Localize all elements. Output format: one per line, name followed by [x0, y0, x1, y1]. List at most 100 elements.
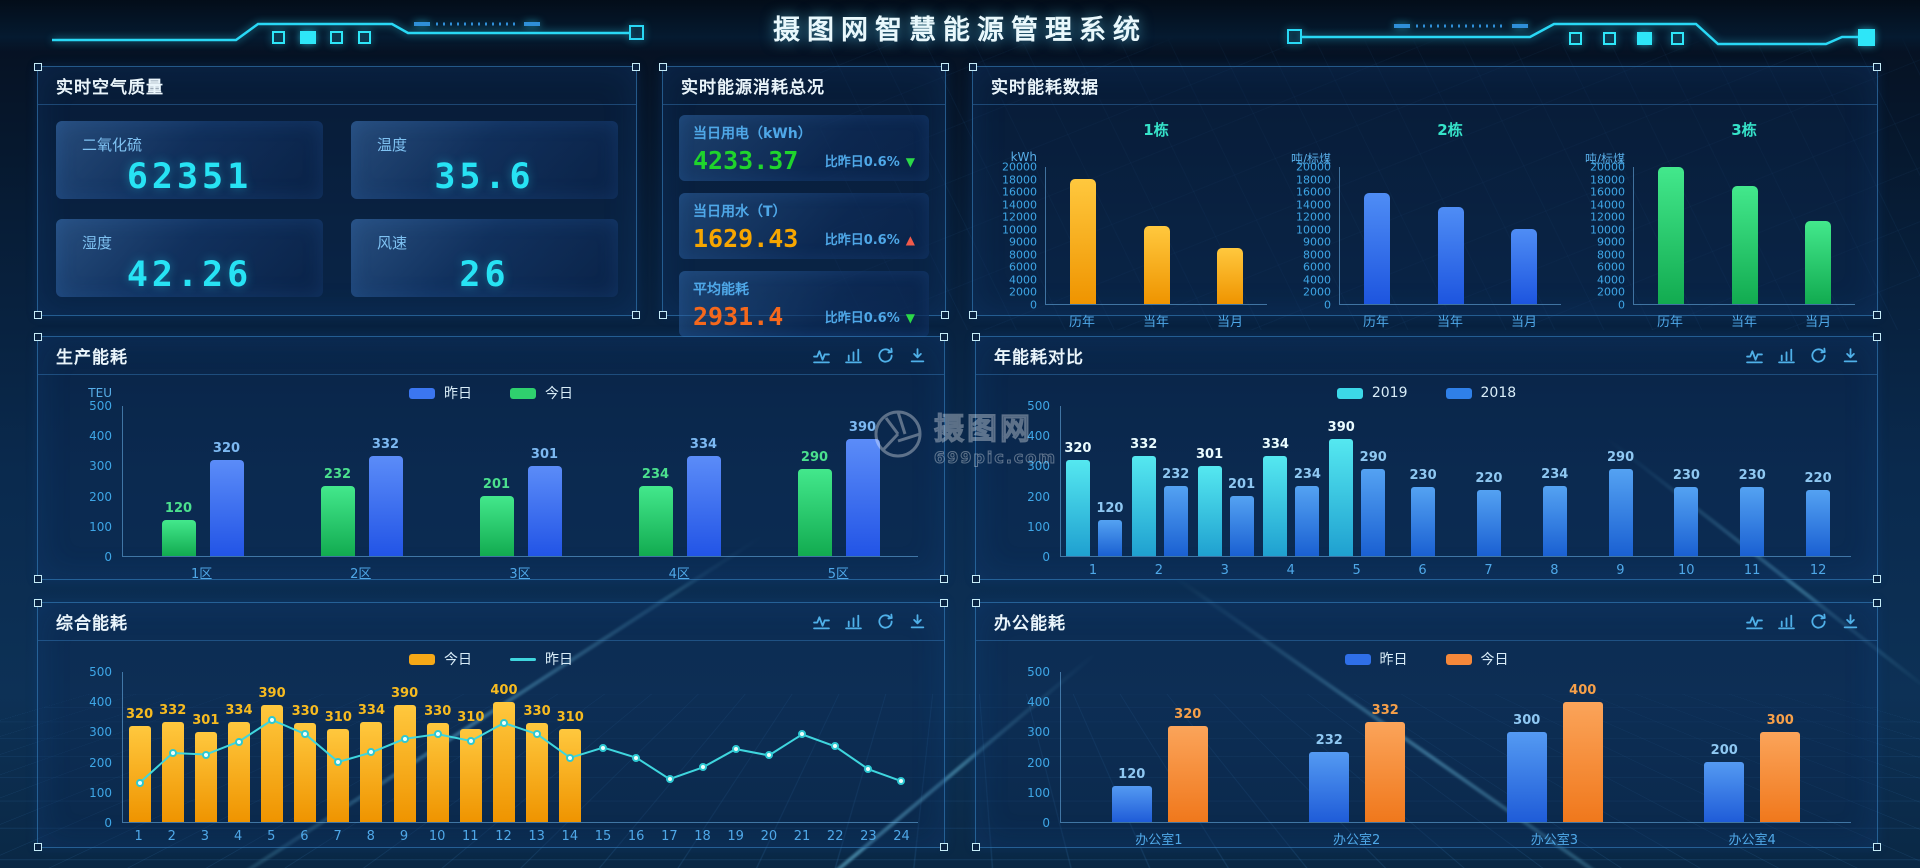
bar-value-label: 290	[800, 450, 829, 465]
bar-value-label: 234	[1293, 466, 1321, 482]
download-icon[interactable]	[909, 347, 926, 364]
legend-item[interactable]: 今日	[510, 383, 573, 403]
metric-label: 温度	[377, 136, 408, 154]
bar-chart-icon[interactable]	[845, 347, 862, 364]
legend-bar-swatch	[1344, 653, 1371, 665]
bar	[161, 520, 196, 556]
x-tick-label: 办公室3	[1530, 833, 1579, 848]
panel-toolbar	[1746, 613, 1859, 630]
building1-chart: 1栋 kWh 20000 18000 16000 14000 12000 10000 900…	[987, 105, 1281, 330]
legend-item[interactable]: 昨日	[409, 383, 472, 403]
bar	[1805, 220, 1832, 304]
refresh-icon[interactable]	[1810, 613, 1827, 630]
compare-text: 比昨日0.6% ▼	[824, 311, 915, 326]
summary-card-water: 当日用水（T） 1629.43 比昨日0.6% ▲	[679, 193, 929, 259]
line-point	[831, 742, 840, 751]
line-point	[301, 730, 310, 739]
y-tick-label: 20000	[1002, 160, 1037, 174]
x-tick-label: 2区	[350, 567, 372, 582]
y-tick-label: 100	[1027, 785, 1050, 800]
y-tick-label: 0	[1324, 298, 1331, 312]
legend-item[interactable]: 今日	[409, 649, 472, 669]
air-card-grid: 二氧化硫 62351 温度 35.6 湿度 42.26 风速 26	[56, 121, 618, 297]
corner-marker	[1873, 575, 1881, 583]
bar-value-label: 232	[1315, 733, 1343, 749]
download-icon[interactable]	[909, 613, 926, 630]
header-decoration-right	[1287, 22, 1875, 46]
legend-item[interactable]: 昨日	[1344, 649, 1408, 669]
x-tick-label: 12	[1809, 563, 1827, 578]
y-tick-label: 9000	[1303, 235, 1331, 249]
building2-chart: 2栋 吨/标煤 20000 18000 16000 14000 12000 10000 90…	[1281, 105, 1575, 330]
legend-item[interactable]: 昨日	[510, 649, 573, 669]
legend-item[interactable]: 2019	[1336, 385, 1408, 401]
metric-value: 26	[459, 255, 510, 295]
bar	[1437, 206, 1464, 304]
x-tick-label: 6	[1418, 563, 1427, 578]
x-tick-label: 16	[627, 829, 645, 844]
legend-item[interactable]: 今日	[1445, 649, 1509, 669]
pulse-icon[interactable]	[813, 613, 830, 630]
corner-marker	[34, 333, 42, 341]
bar-value-label: 220	[1804, 471, 1832, 486]
x-axis-labels: 1 2 3 4 5 6 7 8 9 10 11 12	[1060, 563, 1851, 578]
x-tick-label: 18	[694, 829, 711, 844]
bar-chart-icon[interactable]	[845, 613, 862, 630]
x-tick-label: 21	[793, 829, 811, 844]
bar	[1295, 485, 1320, 556]
y-tick-label: 4000	[1597, 273, 1625, 287]
line-point	[466, 737, 475, 745]
panel-energy-summary: 实时能源消耗总况 当日用电（kWh） 4233.37 比昨日0.6% ▼ 当日用水…	[659, 63, 949, 337]
legend: 昨日 今日	[976, 647, 1877, 671]
y-tick-label: 4000	[1009, 273, 1037, 287]
bar	[1111, 786, 1152, 822]
download-icon[interactable]	[1842, 613, 1859, 630]
legend-label: 昨日	[444, 386, 472, 402]
panel-toolbar	[813, 347, 926, 364]
pulse-icon[interactable]	[1746, 613, 1763, 630]
bar	[1674, 487, 1699, 556]
bar	[1704, 762, 1745, 822]
bar	[1476, 490, 1501, 556]
metric-label: 湿度	[82, 234, 113, 252]
x-tick-label: 当月	[1216, 315, 1243, 330]
building3-chart: 3栋 吨/标煤 20000 18000 16000 14000 12000 10000 90…	[1575, 105, 1869, 330]
chart-title: 2栋	[1437, 121, 1463, 139]
bar-chart-icon[interactable]	[1778, 613, 1795, 630]
x-tick-label: 3	[200, 829, 210, 844]
corner-marker	[969, 311, 977, 319]
panel-production-energy: 生产能耗 昨日 今日 TEU 500 400 300 200 100 0 120 320 232…	[34, 333, 948, 583]
trend-arrow-icon: ▼	[905, 311, 915, 325]
bar-value-label: 290	[1607, 450, 1635, 465]
bar-chart-icon[interactable]	[1778, 347, 1795, 364]
bar-value-label: 320	[1064, 441, 1092, 456]
bar	[1760, 732, 1801, 822]
x-tick-label: 24	[893, 829, 910, 844]
legend-label: 今日	[1480, 652, 1509, 668]
bar-value-label: 301	[1196, 446, 1224, 462]
x-tick-label: 19	[727, 829, 744, 844]
refresh-icon[interactable]	[877, 613, 894, 630]
y-axis-ticks: 20000 18000 16000 14000 12000 10000 9000 8000 60…	[1283, 161, 1339, 312]
pulse-icon[interactable]	[1746, 347, 1763, 364]
bar	[527, 465, 562, 556]
plot-area: 320 332 301 334 390 330 310 334 390 330 310 400 330 3…	[122, 672, 918, 823]
legend-item[interactable]: 2018	[1445, 385, 1516, 401]
x-tick-label: 历年	[1362, 315, 1389, 330]
refresh-icon[interactable]	[877, 347, 894, 364]
bar	[320, 486, 355, 556]
y-tick-label: 18000	[1590, 173, 1625, 187]
bar-value-label: 400	[1569, 683, 1597, 698]
x-tick-label: 当年	[1436, 315, 1463, 330]
refresh-icon[interactable]	[1810, 347, 1827, 364]
pulse-icon[interactable]	[813, 347, 830, 364]
bar-value-label: 201	[1228, 476, 1256, 492]
y-tick-label: 20000	[1590, 160, 1625, 174]
bar-value-label: 332	[371, 437, 400, 453]
y-tick-label: 12000	[1296, 210, 1331, 224]
download-icon[interactable]	[1842, 347, 1859, 364]
y-tick-label: 500	[89, 399, 112, 413]
bar-value-label: 390	[1327, 420, 1355, 436]
bar	[1363, 192, 1390, 304]
y-tick-label: 400	[1027, 429, 1050, 444]
